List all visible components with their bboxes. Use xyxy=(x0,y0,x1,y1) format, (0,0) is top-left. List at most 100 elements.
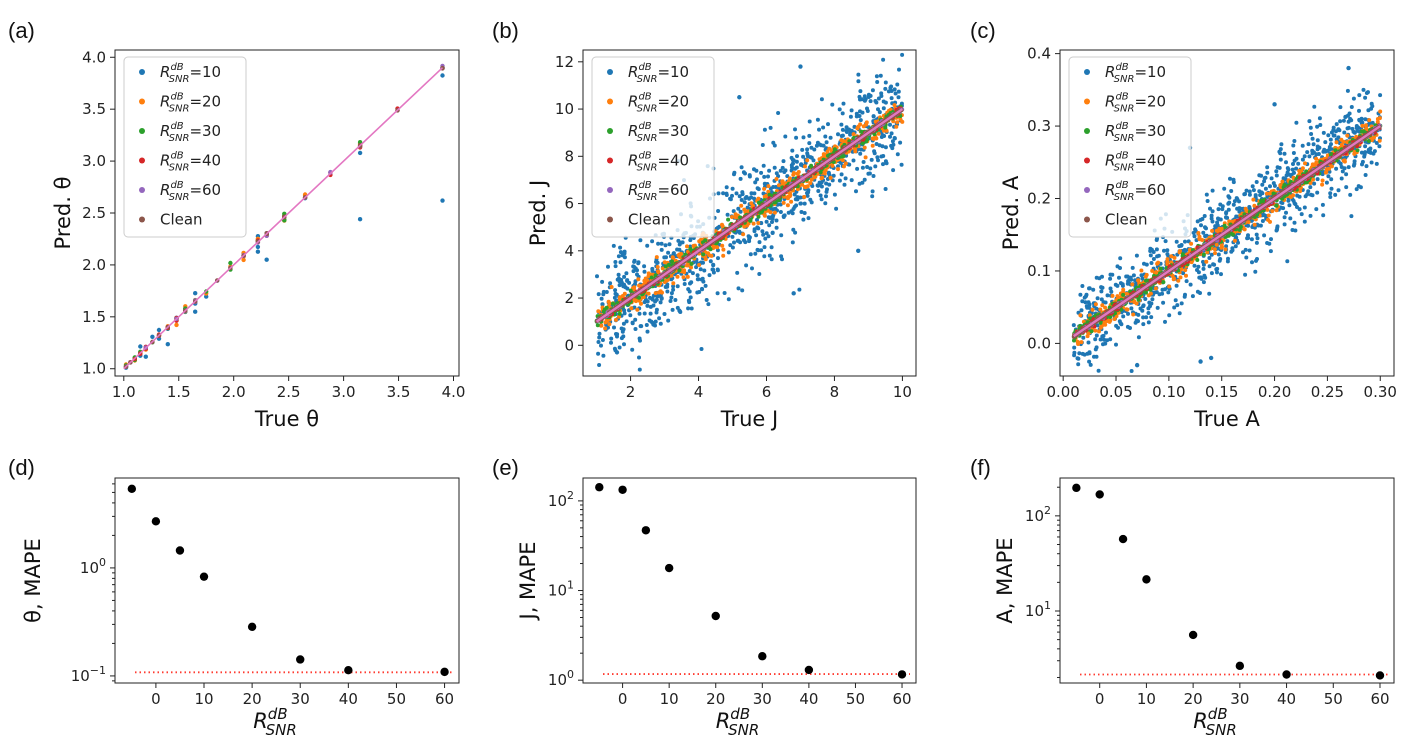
data-point xyxy=(1265,170,1270,175)
data-point xyxy=(649,319,654,324)
x-tick-label: 3.0 xyxy=(332,383,356,401)
data-point xyxy=(651,303,656,308)
data-point xyxy=(642,264,647,269)
data-point xyxy=(762,245,767,250)
y-axis-label: Pred. θ xyxy=(51,177,75,250)
data-point xyxy=(798,195,803,200)
data-point xyxy=(1166,290,1171,295)
data-point xyxy=(709,253,714,258)
data-point xyxy=(1099,289,1104,294)
data-point xyxy=(1329,177,1334,182)
data-point xyxy=(1213,224,1218,229)
data-point xyxy=(1146,311,1151,315)
data-point xyxy=(1269,176,1274,181)
data-point xyxy=(747,174,752,179)
data-point xyxy=(1161,300,1166,305)
data-point xyxy=(658,300,663,305)
data-point xyxy=(872,149,877,154)
data-point xyxy=(890,139,895,144)
data-point xyxy=(878,73,883,78)
data-point xyxy=(715,245,720,250)
panel-c-plot-area: 0.00 0.05 0.10 0.15 0.20 0.25 0.300.00.10.20.3… xyxy=(999,45,1397,431)
data-point xyxy=(1253,269,1258,274)
data-point xyxy=(681,275,686,280)
y-tick-label: 6 xyxy=(564,195,574,213)
legend-label: RdB SNR=40 xyxy=(160,151,221,174)
data-point xyxy=(759,248,764,253)
data-point xyxy=(614,332,618,336)
data-point xyxy=(1220,207,1225,212)
data-point xyxy=(756,248,761,253)
data-point xyxy=(1327,169,1332,174)
data-point xyxy=(800,147,805,152)
data-point xyxy=(871,174,876,178)
data-point xyxy=(1082,295,1087,300)
data-point xyxy=(1267,241,1272,246)
data-point xyxy=(659,247,664,252)
data-point xyxy=(621,327,626,332)
data-point xyxy=(1363,150,1368,155)
data-point xyxy=(1144,315,1149,320)
data-point xyxy=(888,122,892,127)
legend-marker xyxy=(139,187,145,193)
data-point xyxy=(600,302,605,307)
legend-box xyxy=(591,56,715,238)
data-point xyxy=(1315,177,1320,182)
data-point xyxy=(721,253,726,258)
data-point xyxy=(751,221,756,226)
data-point xyxy=(1233,244,1238,249)
data-point xyxy=(1101,300,1106,305)
panel-label-b: (b) xyxy=(492,18,519,43)
data-point xyxy=(603,320,608,325)
data-point xyxy=(1129,369,1134,373)
data-point xyxy=(1282,215,1287,220)
data-point xyxy=(1141,303,1146,308)
data-point xyxy=(1094,333,1099,338)
legend-marker xyxy=(139,98,145,105)
data-point xyxy=(725,212,730,217)
data-point xyxy=(124,378,128,382)
data-point xyxy=(671,287,676,292)
data-point xyxy=(766,234,771,239)
data-point xyxy=(1328,191,1333,196)
data-point xyxy=(1130,265,1135,270)
data-point xyxy=(795,154,799,159)
data-point xyxy=(1374,141,1379,145)
data-point xyxy=(742,200,747,205)
data-point xyxy=(676,253,681,258)
data-point xyxy=(1349,105,1354,109)
data-point xyxy=(1307,119,1312,124)
data-point xyxy=(706,302,711,307)
data-point xyxy=(1105,338,1110,343)
data-point xyxy=(895,82,900,87)
data-point xyxy=(1182,294,1187,299)
data-point xyxy=(1341,118,1346,123)
data-point xyxy=(1346,125,1351,130)
data-point xyxy=(691,243,696,248)
data-point xyxy=(836,167,840,172)
data-point xyxy=(704,298,709,302)
data-point xyxy=(1108,286,1113,291)
y-tick-label: 2 xyxy=(564,289,574,307)
data-point xyxy=(599,323,604,328)
data-point xyxy=(1291,151,1296,155)
data-point xyxy=(1284,173,1289,178)
data-point xyxy=(716,209,721,213)
outlier-point xyxy=(856,248,861,253)
x-tick-label: 2.5 xyxy=(277,383,301,401)
legend-marker xyxy=(607,69,613,75)
data-point xyxy=(624,271,629,276)
data-point xyxy=(1345,88,1350,93)
data-point xyxy=(1312,104,1317,109)
data-point xyxy=(883,80,888,85)
data-point xyxy=(635,268,639,273)
data-point xyxy=(832,192,837,197)
data-point xyxy=(807,133,812,138)
data-point xyxy=(831,160,836,164)
data-point xyxy=(1192,234,1197,239)
data-point xyxy=(1340,169,1345,174)
data-point xyxy=(1223,250,1228,255)
data-point xyxy=(1142,261,1146,266)
data-point xyxy=(675,274,680,279)
data-point xyxy=(616,272,621,277)
